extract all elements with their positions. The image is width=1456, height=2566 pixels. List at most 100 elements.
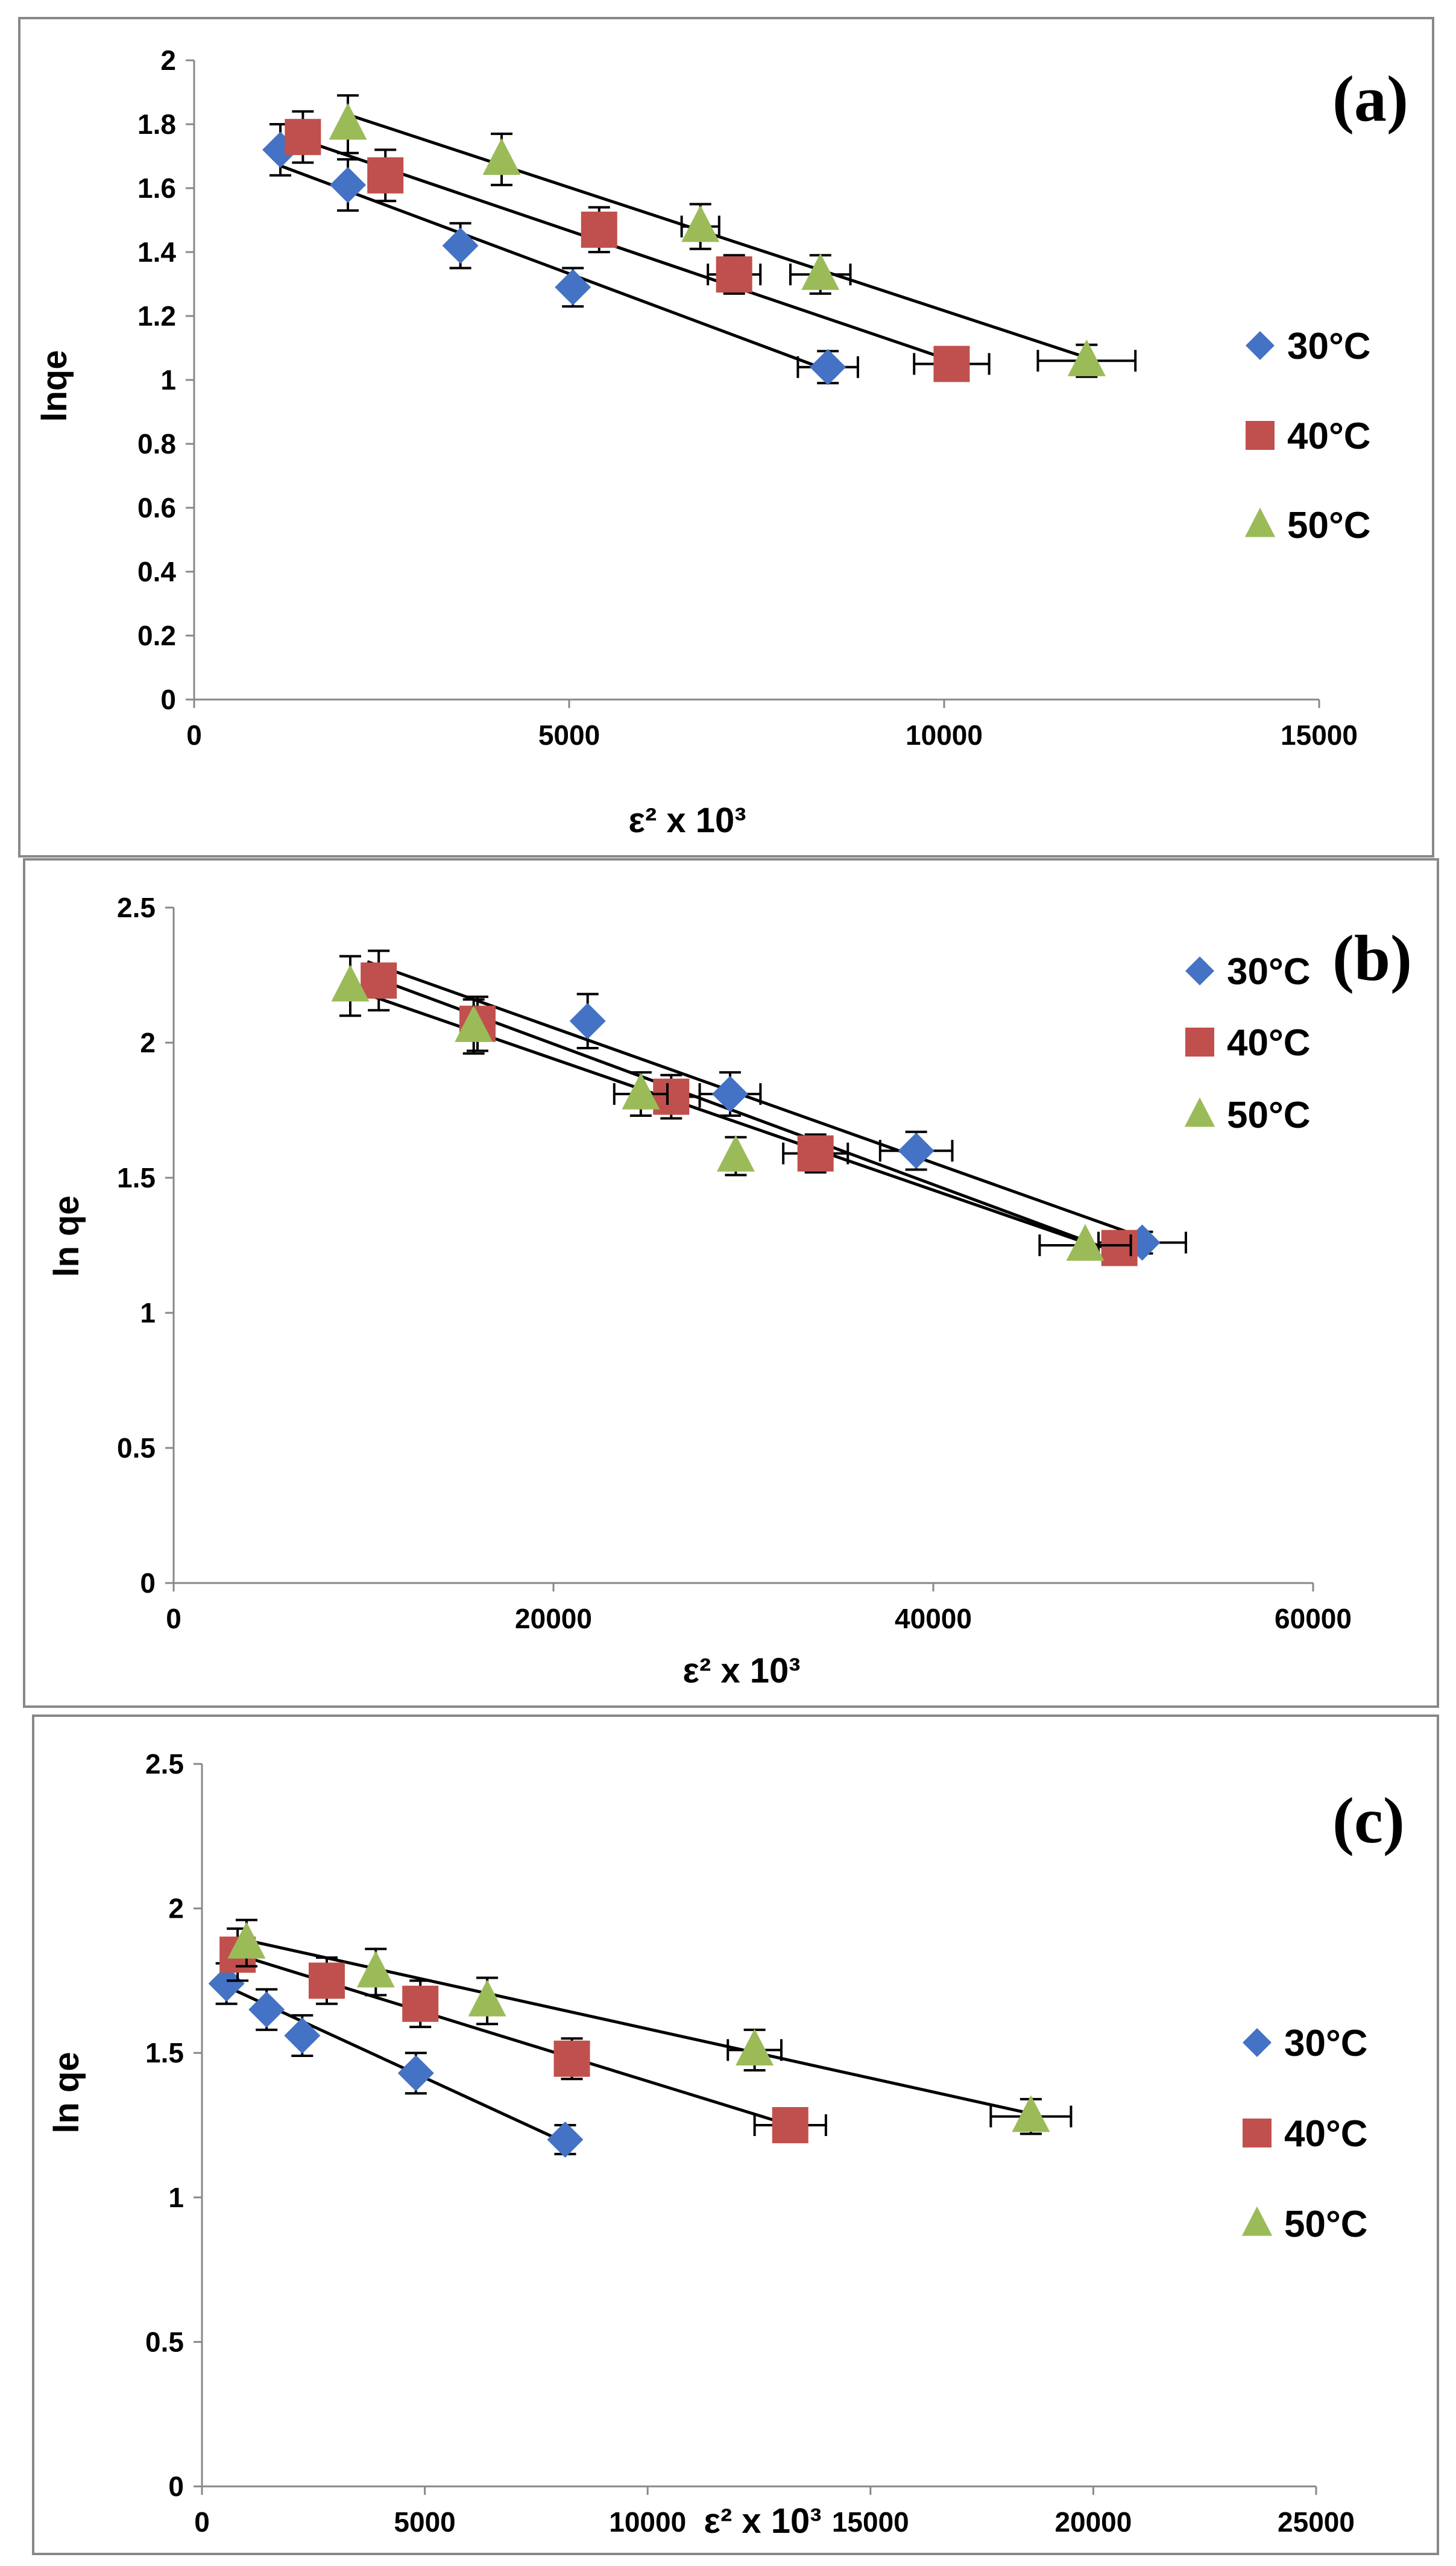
data-point-triangle (227, 1921, 266, 1959)
data-point-square (1101, 1230, 1138, 1266)
data-point-triangle (455, 1005, 493, 1042)
fit-line-50°C (347, 113, 1088, 359)
data-point-triangle (736, 2029, 774, 2066)
y-tick-label: 0 (140, 1567, 156, 1599)
y-tick-label: 1 (168, 2182, 184, 2213)
data-point-triangle (622, 1072, 660, 1110)
y-tick-label: 0.5 (145, 2326, 184, 2357)
y-tick-label: 1.6 (137, 172, 176, 204)
y-tick-label: 2 (160, 45, 176, 76)
legend-marker-square (1185, 1028, 1214, 1057)
panel-a-frame (18, 17, 1434, 858)
data-point-triangle (716, 1134, 755, 1172)
panel-b-xlabel: ε² x 10³ (682, 1651, 800, 1690)
data-point-triangle (1012, 2095, 1050, 2132)
legend-marker-square (1246, 421, 1275, 450)
y-tick-label: 0.4 (137, 556, 176, 587)
x-tick-label: 0 (166, 1603, 181, 1634)
y-tick-label: 0.2 (137, 620, 176, 651)
data-point-diamond (208, 1965, 245, 2002)
panel-c-xlabel: ε² x 10³ (704, 2501, 821, 2541)
data-point-triangle (482, 137, 521, 175)
panel-b-ylabel: ln qe (47, 1195, 86, 1277)
data-point-square (933, 346, 970, 382)
data-point-triangle (329, 103, 367, 140)
legend-label: 50°C (1227, 1095, 1311, 1136)
legend-label: 40°C (1284, 2113, 1368, 2155)
data-point-square (285, 119, 321, 156)
legend-label: 50°C (1287, 505, 1371, 546)
legend-marker-triangle (1244, 507, 1276, 537)
x-tick-label: 60000 (1275, 1603, 1352, 1634)
fit-line-40°C (302, 139, 953, 362)
x-tick-label: 20000 (1054, 2506, 1132, 2538)
data-point-square (553, 2040, 590, 2077)
panel-b-plot: 0 0.5 1 1.5 2 2.5 0 20000 40000 60000 30°C 40°C 50°C (117, 892, 1352, 1634)
panel-c-ylabel: ln qe (47, 2052, 86, 2133)
panel-a-xlabel: ε² x 10³ (628, 801, 746, 840)
y-tick-label: 1.2 (137, 300, 176, 332)
y-tick-label: 1.5 (117, 1162, 156, 1193)
y-tick-label: 1.4 (137, 236, 176, 268)
data-point-diamond (547, 2121, 584, 2158)
data-point-diamond (898, 1133, 934, 1169)
data-point-diamond (330, 166, 367, 203)
data-point-triangle (1067, 339, 1106, 376)
x-tick-label: 0 (186, 719, 202, 751)
legend-label: 50°C (1284, 2204, 1368, 2245)
y-tick-label: 1.5 (145, 2037, 184, 2068)
y-tick-label: 2.5 (145, 1748, 184, 1780)
data-point-square (772, 2107, 808, 2143)
data-point-square (361, 962, 397, 999)
legend-label: 40°C (1227, 1022, 1311, 1064)
data-point-diamond (810, 349, 846, 385)
x-tick-label: 5000 (394, 2506, 455, 2538)
y-tick-label: 0.6 (137, 492, 176, 523)
legend-marker-diamond (1243, 2028, 1272, 2057)
panel-a-ylabel: lnqe (35, 350, 74, 422)
y-tick-label: 2 (140, 1027, 156, 1058)
y-tick-label: 0 (168, 2471, 184, 2502)
data-point-diamond (711, 1076, 748, 1113)
data-point-square (716, 256, 752, 293)
data-point-triangle (331, 964, 370, 1002)
data-point-triangle (681, 205, 720, 242)
x-tick-label: 15000 (832, 2506, 909, 2538)
y-tick-label: 0.5 (117, 1432, 156, 1464)
data-point-triangle (356, 1950, 395, 1988)
x-tick-label: 20000 (515, 1603, 592, 1634)
panel-c-plot: 0 0.5 1 1.5 2 2.5 0 5000 10000 15000 20000 25000 30°… (145, 1748, 1367, 2538)
x-tick-label: 10000 (906, 719, 983, 751)
fit-line-30°C (225, 1985, 566, 2144)
y-tick-label: 2 (168, 1893, 184, 1924)
data-point-diamond (284, 2017, 321, 2054)
data-point-square (402, 1985, 439, 2022)
panel-c: 0 0.5 1 1.5 2 2.5 0 5000 10000 15000 20000 25000 30°… (32, 1714, 1439, 2555)
panel-a-label: (a) (1332, 63, 1408, 135)
data-point-square (797, 1135, 834, 1172)
legend-marker-diamond (1185, 956, 1214, 985)
panel-c-label: (c) (1332, 1785, 1405, 1857)
legend-marker-triangle (1241, 2206, 1273, 2236)
y-tick-label: 1 (140, 1297, 156, 1329)
data-point-diamond (555, 269, 591, 306)
x-tick-label: 0 (194, 2506, 210, 2538)
panel-a: 0 0.2 0.4 0.6 0.8 1 1.2 1.4 1.6 1.8 2 0 5000 10000 150… (18, 17, 1434, 858)
y-tick-label: 0 (160, 684, 176, 715)
legend-marker-diamond (1246, 331, 1275, 360)
fit-line-30°C (280, 164, 829, 372)
data-point-triangle (801, 253, 840, 290)
data-point-triangle (1066, 1224, 1105, 1261)
data-point-triangle (468, 1979, 506, 2017)
data-point-square (308, 1962, 345, 1999)
x-tick-label: 25000 (1278, 2506, 1355, 2538)
x-tick-label: 40000 (895, 1603, 972, 1634)
panel-b-label: (b) (1332, 923, 1412, 994)
data-point-square (581, 211, 617, 248)
panel-b-frame (23, 858, 1439, 1708)
data-point-diamond (569, 1003, 606, 1040)
panel-c-frame (32, 1714, 1439, 2555)
y-tick-label: 1.8 (137, 109, 176, 140)
y-tick-label: 1 (160, 364, 176, 396)
